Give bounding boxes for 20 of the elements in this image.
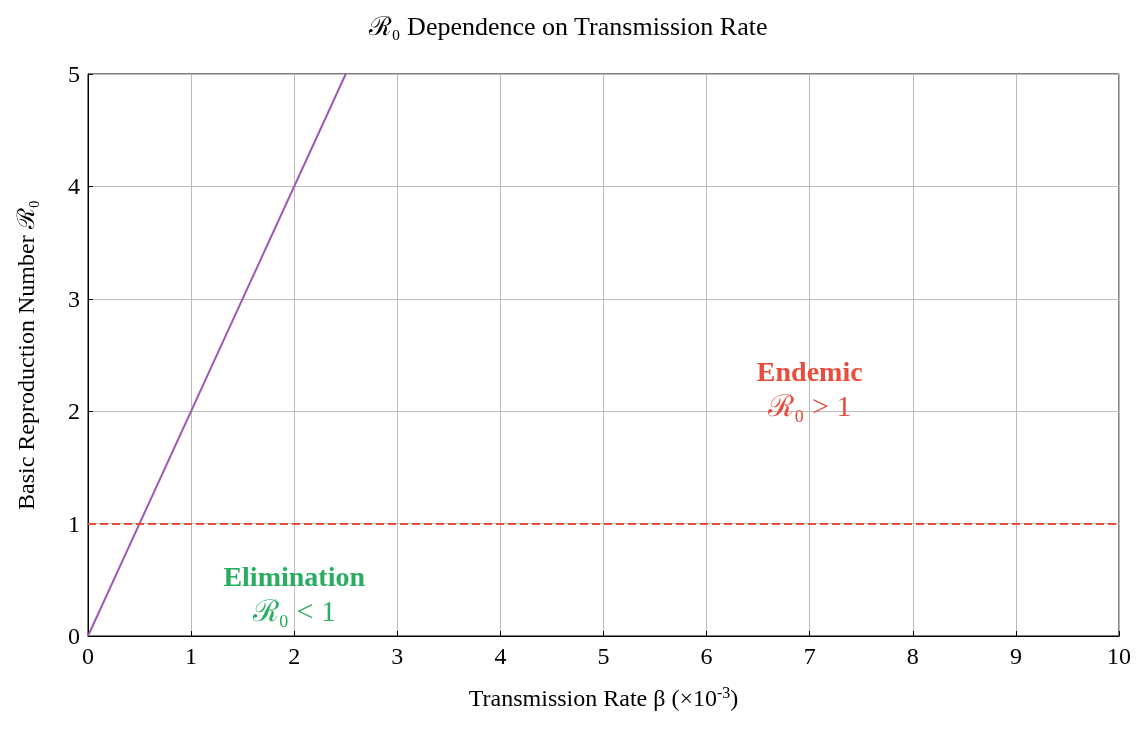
y-tick-label: 0 — [68, 623, 80, 649]
x-tick-label: 4 — [494, 643, 507, 669]
x-tick-label: 8 — [906, 643, 919, 669]
annotation: Endemic ℛ₀ > 1 — [756, 356, 863, 423]
x-tick-label: 7 — [803, 643, 816, 669]
x-tick-label: 6 — [700, 643, 713, 669]
y-tick-label: 2 — [68, 398, 80, 425]
x-tick-label: 3 — [391, 643, 404, 669]
y-axis-title: Basic Reproduction Number ℛ₀ — [13, 200, 39, 510]
y-tick-label: 1 — [68, 510, 80, 537]
annotation: Elimination ℛ₀ < 1 — [223, 560, 366, 627]
x-tick-label: 5 — [597, 643, 610, 669]
x-tick-label: 2 — [288, 643, 301, 669]
y-tick-label: 5 — [68, 61, 80, 87]
x-tick-label: 10 — [1107, 643, 1131, 669]
x-tick-label: 1 — [185, 643, 198, 669]
x-tick-label: 9 — [1009, 643, 1022, 669]
y-tick-label: 3 — [68, 285, 80, 312]
y-tick-label: 4 — [68, 173, 80, 200]
chart-title: ℛ₀ Dependence on Transmission Rate — [367, 11, 768, 41]
